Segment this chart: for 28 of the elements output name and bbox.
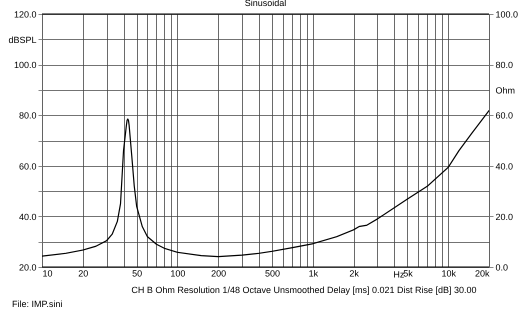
y-tick-label: 80.0 — [18, 110, 36, 121]
y2-tick-label: 40.0 — [496, 161, 514, 172]
x-tick-label: 200 — [211, 268, 226, 278]
y2-tick-label: 100.0 — [496, 10, 518, 20]
y2-tick-label: 80.0 — [496, 60, 514, 70]
x-tick-label: 50 — [132, 268, 142, 278]
x-tick-label: 10 — [42, 268, 53, 278]
y-tick-label: 120.0 — [14, 10, 36, 20]
text: File: IMP.sini — [12, 299, 62, 309]
x-axis-title: Hz — [393, 270, 405, 280]
y2-tick-label: 20.0 — [496, 212, 514, 222]
y-tick-label: 60.0 — [18, 161, 36, 172]
y-tick-label: 100.0 — [14, 60, 36, 70]
x-tick-label: 1k — [308, 268, 319, 278]
y-tick-label: 20.0 — [18, 262, 36, 272]
text: CH B Ohm Resolution 1/48 Octave Unsmoothed Delay [ms] 0.021 Dist Rise [dB] 30.00 — [131, 285, 477, 295]
x-tick-label: 10k — [441, 268, 456, 278]
y2-axis-title: Ohm — [496, 85, 516, 96]
x-tick-label: 2k — [349, 268, 360, 278]
y-tick-label: 40.0 — [18, 212, 36, 222]
y-axis-title: dBSPL — [8, 34, 36, 45]
x-tick-label: 20 — [78, 268, 88, 278]
x-tick-label: 5k — [403, 268, 414, 278]
y2-tick-label: 60.0 — [496, 110, 514, 121]
x-tick-label: 20k — [474, 268, 490, 278]
y2-tick-label: 0.0 — [496, 262, 508, 272]
x-tick-label: 500 — [265, 268, 280, 278]
x-tick-label: 100 — [170, 268, 186, 278]
